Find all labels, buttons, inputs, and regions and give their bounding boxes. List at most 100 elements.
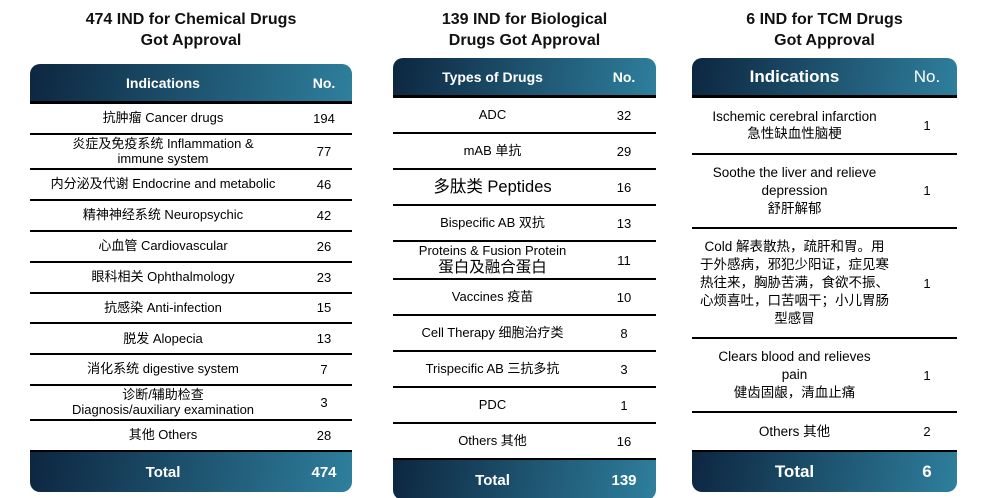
row-label: 炎症及免疫系统 Inflammation & immune system <box>72 136 254 166</box>
table-row: ADC 32 <box>393 98 656 135</box>
row-value: 1 <box>923 275 931 291</box>
table-row: Cold 解表散热，疏肝和胃。用于外感病，邪犯少阳证，症见寒热往来，胸胁苦满，食… <box>692 229 957 339</box>
column-header-no: No. <box>913 66 941 86</box>
row-value: 8 <box>620 325 628 341</box>
table-total-row: Total 139 <box>393 460 656 498</box>
row-value: 194 <box>313 111 335 127</box>
total-value: 6 <box>922 462 932 481</box>
row-value: 26 <box>316 238 332 254</box>
row-value: 10 <box>616 289 632 305</box>
table-row: Vaccines 疫苗 10 <box>393 280 656 317</box>
row-label: 内分泌及代谢 Endocrine and metabolic <box>50 176 276 192</box>
table-header-row: Indications No. <box>692 58 957 99</box>
row-value: 3 <box>620 361 628 377</box>
table-row: 眼科相关 Ophthalmology 23 <box>30 263 352 294</box>
row-value: 2 <box>923 424 931 440</box>
column-tcm-drugs: 6 IND for TCM Drugs Got Approval Indicat… <box>692 0 957 492</box>
table-body: 抗肿瘤 Cancer drugs 194 炎症及免疫系统 Inflammation … <box>30 104 352 452</box>
row-value: 15 <box>316 300 332 316</box>
row-value: 29 <box>616 143 632 159</box>
table-body: ADC 32 mAB 单抗 29 多肽类 Peptides 16 Bispecific AB… <box>393 98 656 461</box>
row-value: 13 <box>616 215 632 231</box>
row-label: 其他 Others <box>128 427 198 443</box>
row-value: 77 <box>316 144 332 160</box>
total-label: Total <box>774 462 815 481</box>
table-total-row: Total 6 <box>692 452 957 492</box>
column-header-no: No. <box>612 68 636 85</box>
row-label: 脱发 Alopecia <box>123 330 203 346</box>
row-label: 抗感染 Anti-infection <box>104 299 222 315</box>
row-label: ADC <box>478 106 507 122</box>
row-label: Ischemic cerebral infarction 急性缺血性脑梗 <box>712 108 877 142</box>
table-row: 精神神经系统 Neuropsychic 42 <box>30 201 352 232</box>
table-body: Ischemic cerebral infarction 急性缺血性脑梗 1 Soot… <box>692 98 957 452</box>
row-label: 诊断/辅助检查 Diagnosis/auxiliary examination <box>71 387 255 417</box>
table-row: Bispecific AB 双抗 13 <box>393 206 656 243</box>
row-label: Cold 解表散热，疏肝和胃。用于外感病，邪犯少阳证，症见寒热往来，胸胁苦满，食… <box>700 239 889 326</box>
table-header-row: Indications No. <box>30 64 352 105</box>
row-label: 眼科相关 Ophthalmology <box>91 268 235 284</box>
row-label: 精神神经系统 Neuropsychic <box>82 207 244 223</box>
table-row: 多肽类 Peptides 16 <box>393 170 656 207</box>
row-label: Soothe the liver and relieve depression 舒肝… <box>712 165 877 216</box>
table-title: 139 IND for Biological Drugs Got Approva… <box>441 11 608 50</box>
table-row: 消化系统 digestive system 7 <box>30 355 352 387</box>
table-title: 474 IND for Chemical Drugs Got Approval <box>85 11 297 50</box>
table-row: 脱发 Alopecia 13 <box>30 324 352 356</box>
row-value: 32 <box>616 107 632 123</box>
row-label: Cell Therapy 细胞治疗类 <box>421 324 564 340</box>
row-label: 心血管 Cardiovascular <box>98 237 228 253</box>
row-value: 1 <box>923 117 931 133</box>
table-row: PDC 1 <box>393 388 656 425</box>
table-chemical-drugs: Indications No. 抗肿瘤 Cancer drugs 194 炎症及免疫… <box>30 64 352 492</box>
row-value: 42 <box>316 207 332 223</box>
row-label: PDC <box>478 396 507 412</box>
row-value: 7 <box>320 362 328 378</box>
row-value: 46 <box>316 177 332 193</box>
row-value: 23 <box>316 269 332 285</box>
table-row: 心血管 Cardiovascular 26 <box>30 232 352 263</box>
row-value: 1 <box>620 397 628 413</box>
row-value: 1 <box>923 183 931 199</box>
table-row: Trispecific AB 三抗多抗 3 <box>393 352 656 389</box>
table-row: 其他 Others 28 <box>30 421 352 452</box>
row-label: Trispecific AB 三抗多抗 <box>425 360 560 376</box>
row-label: Others 其他 <box>458 432 527 448</box>
row-value: 11 <box>617 252 631 268</box>
row-label: Others 其他 <box>758 423 831 439</box>
row-value: 16 <box>616 179 632 195</box>
column-header-no: No. <box>312 74 336 91</box>
row-label: 消化系统 digestive system <box>87 361 239 377</box>
table-row: Others 其他 16 <box>393 424 656 461</box>
total-value: 139 <box>611 471 637 489</box>
row-label: Proteins & Fusion Protein 蛋白及融合蛋白 <box>418 243 567 276</box>
table-total-row: Total 474 <box>30 452 352 492</box>
table-tcm-drugs: Indications No. Ischemic cerebral infarc… <box>692 58 957 492</box>
total-value: 474 <box>311 463 337 481</box>
column-biological-drugs: 139 IND for Biological Drugs Got Approva… <box>393 0 656 498</box>
table-title: 6 IND for TCM Drugs Got Approval <box>746 11 903 50</box>
table-row: Proteins & Fusion Protein 蛋白及融合蛋白 11 <box>393 242 656 281</box>
row-label: Bispecific AB 双抗 <box>440 214 545 230</box>
row-value: 16 <box>616 433 632 449</box>
row-label: 抗肿瘤 Cancer drugs <box>102 110 224 126</box>
row-value: 13 <box>316 331 332 347</box>
table-row: 诊断/辅助检查 Diagnosis/auxiliary examination 3 <box>30 386 352 422</box>
total-label: Total <box>145 463 181 481</box>
table-row: 炎症及免疫系统 Inflammation & immune system 77 <box>30 135 352 171</box>
table-row: Cell Therapy 细胞治疗类 8 <box>393 316 656 353</box>
column-header-indications: Indications <box>749 66 840 86</box>
column-header-indications: Indications <box>126 74 200 91</box>
total-label: Total <box>475 471 510 489</box>
table-biological-drugs: Types of Drugs No. ADC 32 mAB 单抗 29 多肽类 Pept… <box>393 58 656 498</box>
table-row: Soothe the liver and relieve depression 舒肝… <box>692 155 957 230</box>
table-row: Clears blood and relieves pain 健齿固龈，清血止痛 1 <box>692 339 957 414</box>
row-label: 多肽类 Peptides <box>433 177 552 196</box>
table-row: Others 其他 2 <box>692 413 957 452</box>
column-header-types-of-drugs: Types of Drugs <box>442 68 543 85</box>
row-value: 28 <box>316 428 332 444</box>
table-header-row: Types of Drugs No. <box>393 58 656 99</box>
table-row: Ischemic cerebral infarction 急性缺血性脑梗 1 <box>692 98 957 155</box>
column-chemical-drugs: 474 IND for Chemical Drugs Got Approval … <box>30 0 352 492</box>
